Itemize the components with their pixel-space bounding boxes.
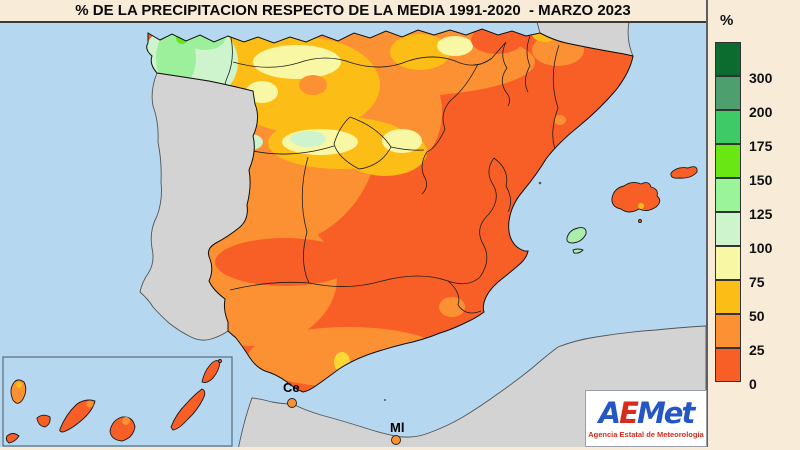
legend-entry: 100 [715,212,799,256]
legend-color-swatch [715,144,741,178]
legend-entry: 50 [715,280,799,324]
alboran-islet [384,399,386,401]
columbretes-islet [538,181,542,185]
legend-entry: 150 [715,144,799,188]
la-gomera-island [36,414,51,428]
legend-color-swatch [715,314,741,348]
alegranza-islet [218,359,222,363]
legend-entry: 125 [715,178,799,222]
legend-color-swatch [715,110,741,144]
legend-color-swatch [715,246,741,280]
ibiza-island [566,227,587,244]
balearic-islands [566,166,698,254]
spain-outline [146,28,634,393]
legend-entry: 75 [715,246,799,290]
map-title: % DE LA PRECIPITACION RESPECTO DE LA MED… [75,2,631,19]
menorca-island [670,166,698,179]
aemet-logo-tagline: Agencia Estatal de Meteorología [588,429,704,439]
legend-value-label: 300 [749,70,773,86]
legend-swatches: 300 200 175 150 125 100 75 50 25 0 [715,42,799,392]
region-borders [224,32,560,314]
legend-value-label: 150 [749,172,773,188]
legend-color-swatch [715,76,741,110]
legend-value-label: 200 [749,104,773,120]
bottom-frame-strip [0,447,800,450]
legend-value-label: 125 [749,206,773,222]
tenerife-island [59,399,96,433]
legend-panel: % 300 200 175 150 125 100 75 50 25 0 [706,0,800,450]
cabrera-island [638,219,642,223]
legend-value-label: 25 [749,342,765,358]
logo-letter-a: A [598,395,621,430]
fuerteventura-island [170,388,206,431]
legend-unit-label: % [720,12,734,29]
legend-value-label: 175 [749,138,773,154]
ceuta-label: Ce [283,380,300,395]
legend-entry: 175 [715,110,799,154]
legend-color-swatch [715,42,741,76]
legend-value-label: 50 [749,308,765,324]
mallorca-island [611,181,661,213]
legend-color-swatch [715,212,741,246]
legend-entry: 0 [715,348,799,392]
legend-value-label: 0 [749,376,757,392]
title-bar: % DE LA PRECIPITACION RESPECTO DE LA MED… [0,0,706,23]
canary-islands-inset [2,356,233,447]
legend-color-swatch [715,280,741,314]
melilla-marker: Ml [390,420,404,445]
legend-color-swatch [715,178,741,212]
legend-value-label: 75 [749,274,765,290]
la-palma-island [10,379,27,404]
aemet-logo-wordmark: AEMet [598,395,696,430]
ceuta-marker: Ce [283,380,300,408]
melilla-label: Ml [390,420,404,435]
legend-color-swatch [715,348,741,382]
legend-entry: 200 [715,76,799,120]
aemet-logo: AEMet Agencia Estatal de Meteorología [585,390,707,447]
legend-value-label: 100 [749,240,773,256]
legend-entry: 300 [715,42,799,86]
el-hierro-island [5,433,20,444]
logo-letters-met: Met [636,395,695,430]
formentera-island [572,248,584,254]
logo-letter-e: E [619,395,639,430]
legend-entry: 25 [715,314,799,358]
